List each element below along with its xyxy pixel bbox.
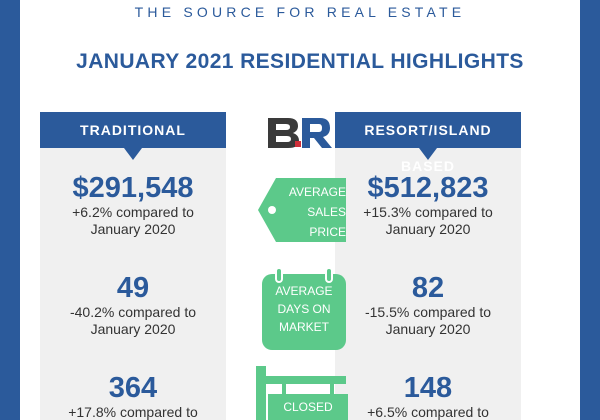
resort-days-change: -15.5% compared to <box>364 304 492 320</box>
traditional-column: TRADITIONAL $291,548 +6.2% compared to J… <box>40 112 226 420</box>
days-metric-line-3: MARKET <box>278 320 329 334</box>
resort-sales-price-period: January 2020 <box>385 221 471 237</box>
traditional-days-on-market: 49 -40.2% compared to January 2020 <box>40 272 226 338</box>
sales-price-metric-label: AVERAGE SALES PRICE <box>276 182 346 242</box>
resort-days-on-market: 82 -15.5% compared to January 2020 <box>335 272 521 338</box>
traditional-closed-value: 364 <box>108 372 158 404</box>
price-tag-hole <box>268 206 276 214</box>
calendar-ring-right <box>325 268 333 283</box>
resort-column: RESORT/ISLAND BASED $512,823 +15.3% comp… <box>335 112 521 420</box>
traditional-days-value: 49 <box>116 272 150 304</box>
logo-b-shape <box>268 118 299 148</box>
traditional-sales-price: $291,548 +6.2% compared to January 2020 <box>40 172 226 238</box>
resort-sales-price: $512,823 +15.3% compared to January 2020 <box>335 172 521 238</box>
logo-red-square <box>295 141 301 147</box>
sign-arm <box>256 376 346 384</box>
traditional-closed-change: +17.8% compared to <box>68 404 198 420</box>
sales-price-metric-line-2: SALES <box>307 205 346 219</box>
sales-price-metric-line-3: PRICE <box>309 225 346 239</box>
resort-closed: 148 +6.5% compared to <box>335 372 521 420</box>
resort-sales-price-change: +15.3% compared to <box>363 204 493 220</box>
closed-metric-label: CLOSED <box>268 398 348 416</box>
days-metric-line-1: AVERAGE <box>275 284 333 298</box>
br-logo-icon <box>268 118 332 148</box>
sign-board <box>268 394 348 420</box>
traditional-days-period: January 2020 <box>90 321 176 337</box>
resort-heading: RESORT/ISLAND BASED <box>335 112 521 174</box>
days-metric-line-2: DAYS ON <box>277 302 331 316</box>
traditional-closed: 364 +17.8% compared to <box>40 372 226 420</box>
logo-r-shape <box>302 118 332 148</box>
traditional-sales-price-period: January 2020 <box>90 221 176 237</box>
traditional-heading-label: TRADITIONAL <box>80 122 186 138</box>
calendar-icon <box>262 268 346 350</box>
price-tag-icon <box>258 178 346 242</box>
traditional-sales-price-value: $291,548 <box>72 172 194 204</box>
days-on-market-metric-label: AVERAGE DAYS ON MARKET <box>262 282 346 336</box>
sales-price-metric-line-1: AVERAGE <box>288 185 346 199</box>
resort-closed-change: +6.5% compared to <box>367 404 489 420</box>
sign-post <box>256 366 266 420</box>
resort-days-value: 82 <box>411 272 445 304</box>
tagline: THE SOURCE FOR REAL ESTATE <box>134 4 466 20</box>
resort-sales-price-value: $512,823 <box>367 172 489 204</box>
sign-hook-left <box>282 384 286 394</box>
resort-days-period: January 2020 <box>385 321 471 337</box>
resort-heading-label: RESORT/ISLAND BASED <box>364 122 492 174</box>
sign-hook-right <box>330 384 334 394</box>
price-tag-shape <box>258 178 346 242</box>
resort-heading-pointer <box>419 148 437 160</box>
closed-metric-line-1: CLOSED <box>283 400 333 414</box>
sold-sign-icon <box>256 366 348 420</box>
traditional-heading-pointer <box>124 148 142 160</box>
traditional-sales-price-change: +6.2% compared to <box>72 204 194 220</box>
traditional-heading: TRADITIONAL <box>40 112 226 160</box>
resort-closed-value: 148 <box>403 372 453 404</box>
page-title: JANUARY 2021 RESIDENTIAL HIGHLIGHTS <box>76 50 524 73</box>
calendar-body <box>262 274 346 350</box>
calendar-ring-left <box>275 268 283 283</box>
traditional-days-change: -40.2% compared to <box>69 304 197 320</box>
